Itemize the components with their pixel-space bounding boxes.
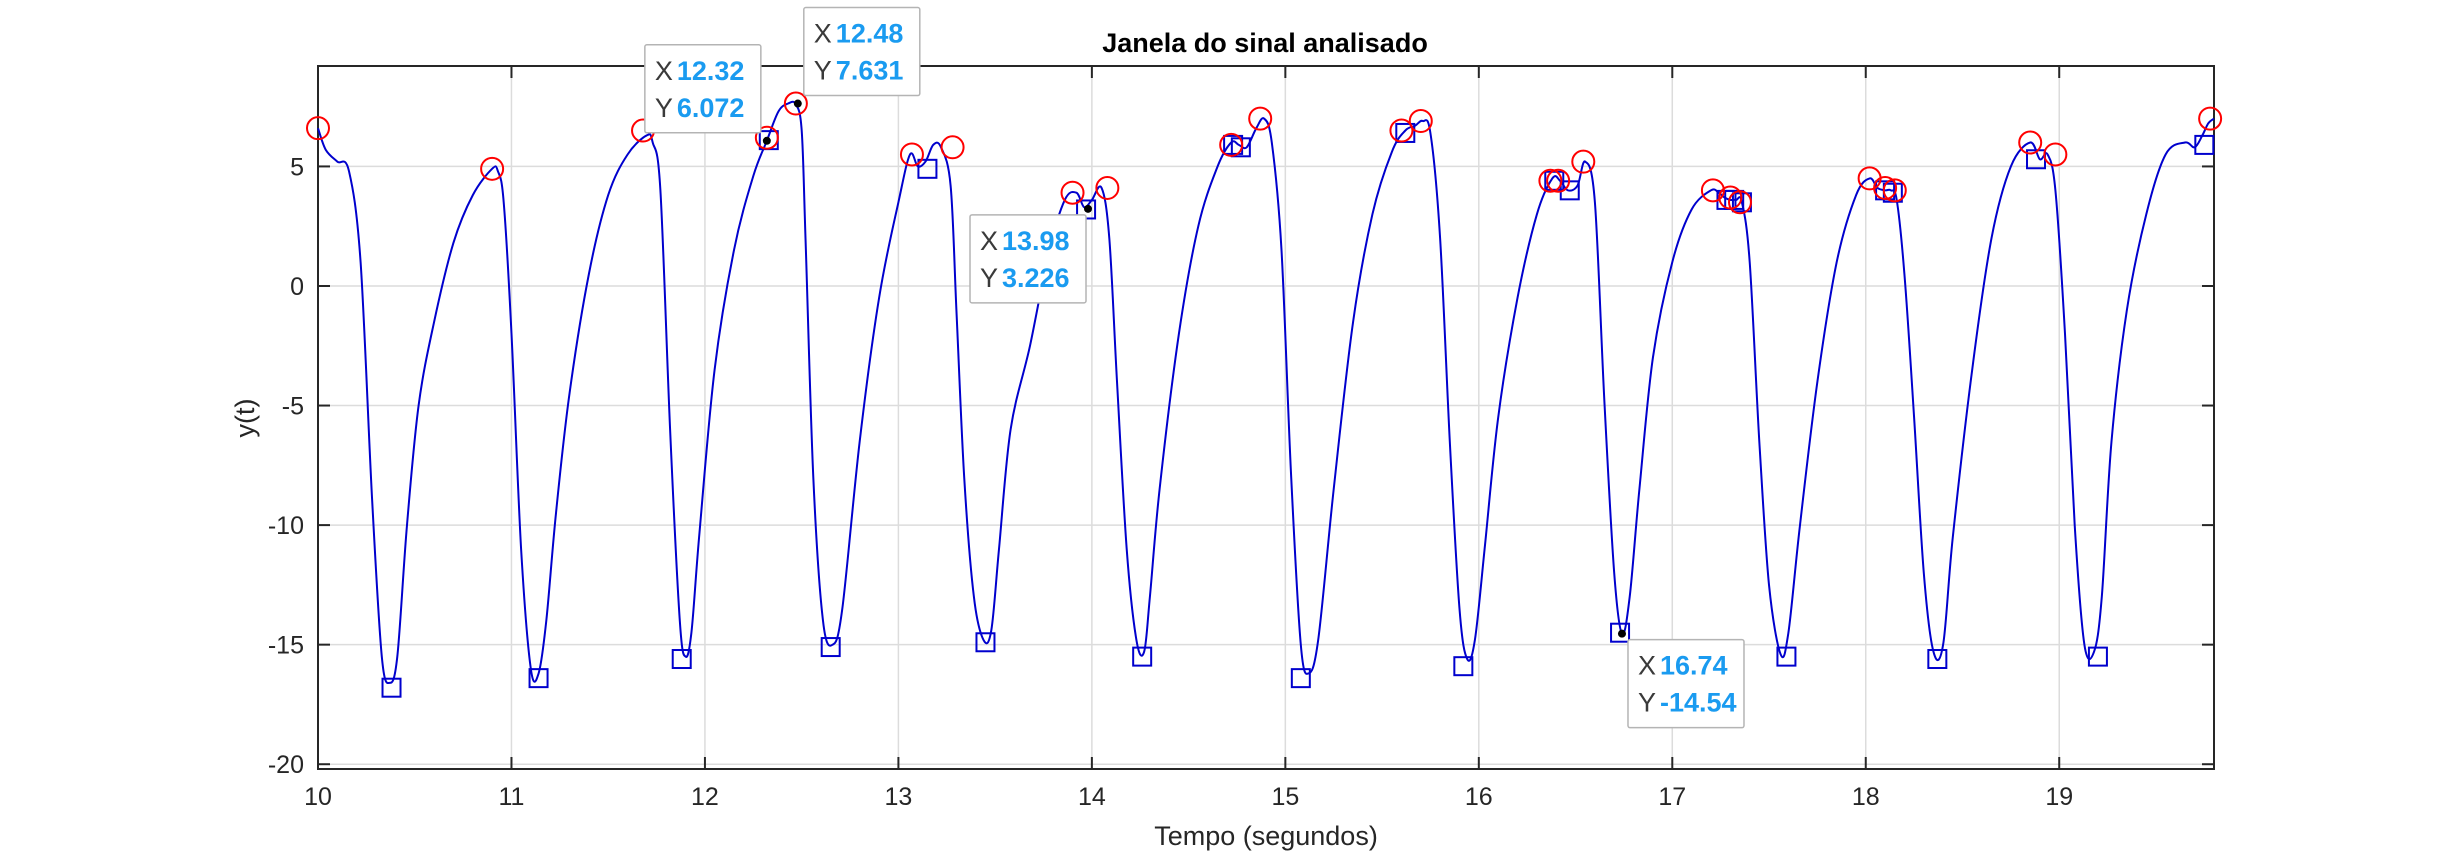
x-tick-label: 14 [1078, 783, 1106, 811]
x-tick-label: 17 [1658, 783, 1686, 811]
peak-marker [1873, 175, 1898, 200]
datatip-box [803, 6, 921, 97]
peak-marker [940, 135, 965, 160]
grid-layer [317, 66, 2214, 769]
valley-marker [1132, 646, 1153, 667]
x-tick-label: 18 [1852, 783, 1880, 811]
datatip[interactable]: X 13.98Y 3.226 [969, 204, 1093, 304]
x-tick-label: 16 [1465, 783, 1493, 811]
valley-marker [671, 649, 692, 670]
peak-marker [1219, 132, 1244, 157]
peak-marker [1571, 149, 1596, 174]
valley-marker [1290, 668, 1311, 689]
datatip-x-label: X [814, 19, 832, 49]
x-tick-label: 19 [2045, 783, 2073, 811]
chart-title: Janela do sinal analisado [1102, 28, 1428, 58]
ticks-layer: 10 11 12 13 14 15 16 17 18 19 -20 -15 -10 -5 0 5 [268, 66, 2214, 811]
datatip-x-label: X [980, 226, 998, 256]
peak-marker [1728, 190, 1752, 215]
peak-marker [1546, 168, 1571, 193]
peak-marker [1882, 178, 1907, 203]
peak-marker [480, 156, 505, 181]
valley-marker [381, 677, 402, 698]
y-tick-label: -20 [268, 751, 304, 779]
peak-marker [2018, 130, 2043, 155]
datatip-y-value: 6.072 [677, 93, 745, 123]
peak-markers [306, 91, 2223, 215]
valley-marker [1724, 189, 1745, 210]
y-tick-label: -10 [268, 512, 304, 540]
signal-line [317, 100, 2215, 685]
y-tick-label: 0 [290, 273, 304, 301]
peak-marker [2043, 142, 2068, 167]
datatip-y-label: Y [655, 93, 673, 123]
datatip-y-value: -14.54 [1660, 688, 1737, 718]
valley-marker [1776, 646, 1797, 667]
y-tick-label: 5 [290, 153, 304, 181]
x-tick-label: 13 [885, 783, 913, 811]
valley-marker [1610, 622, 1631, 643]
valley-marker [2087, 646, 2108, 667]
datatip-anchor-dot [793, 99, 802, 108]
valley-marker [917, 158, 938, 179]
y-axis-title: y(t) [230, 399, 260, 438]
x-tick-label: 10 [304, 783, 332, 811]
valley-marker [820, 637, 841, 658]
datatip-x-value: 13.98 [1002, 226, 1070, 256]
valley-marker [2194, 134, 2215, 155]
datatip-x-label: X [655, 56, 673, 86]
x-axis-title: Tempo (segundos) [1154, 821, 1378, 851]
y-tick-label: -15 [268, 632, 304, 660]
peak-marker [1248, 106, 1273, 131]
datatip-x-value: 16.74 [1660, 651, 1728, 681]
peak-marker [1095, 175, 1120, 200]
y-tick-label: -5 [282, 393, 304, 421]
valley-marker [528, 668, 549, 689]
datatip-anchor-dot [762, 136, 771, 145]
peak-marker [2198, 106, 2223, 131]
axes-box [317, 65, 2215, 770]
datatip-box [644, 44, 762, 134]
peak-marker [899, 142, 924, 167]
datatip-y-value: 7.631 [836, 56, 904, 86]
datatip[interactable]: X 16.74Y -14.54 [1617, 629, 1745, 729]
datatip-y-label: Y [1638, 688, 1656, 718]
peak-marker [783, 91, 808, 116]
peak-marker [306, 116, 330, 141]
valley-marker [1453, 656, 1474, 677]
datatip[interactable]: X 12.48Y 7.631 [793, 6, 921, 108]
datatip-x-value: 12.32 [677, 56, 745, 86]
valley-marker [975, 632, 996, 653]
peak-marker [1408, 108, 1433, 133]
datatip-anchor-dot [1617, 629, 1626, 638]
datatip-x-value: 12.48 [836, 19, 904, 49]
datatip-box [969, 214, 1087, 304]
peak-marker [1700, 178, 1725, 203]
x-tick-label: 11 [498, 783, 524, 811]
peak-marker [1538, 168, 1563, 193]
peak-marker [1060, 180, 1085, 205]
datatip-x-label: X [1638, 651, 1656, 681]
x-tick-label: 15 [1271, 783, 1299, 811]
datatip[interactable]: X 12.32Y 6.072 [644, 44, 771, 145]
datatip-y-label: Y [814, 56, 832, 86]
datatip-box [1627, 638, 1745, 729]
datatip-anchor-dot [1084, 204, 1093, 213]
valley-marker [1927, 649, 1948, 670]
peak-marker [1389, 118, 1414, 143]
valley-marker [1395, 122, 1416, 143]
datatip-y-label: Y [980, 263, 998, 293]
x-tick-label: 12 [691, 783, 719, 811]
peak-marker [754, 125, 779, 150]
datatip-y-value: 3.226 [1002, 263, 1070, 293]
